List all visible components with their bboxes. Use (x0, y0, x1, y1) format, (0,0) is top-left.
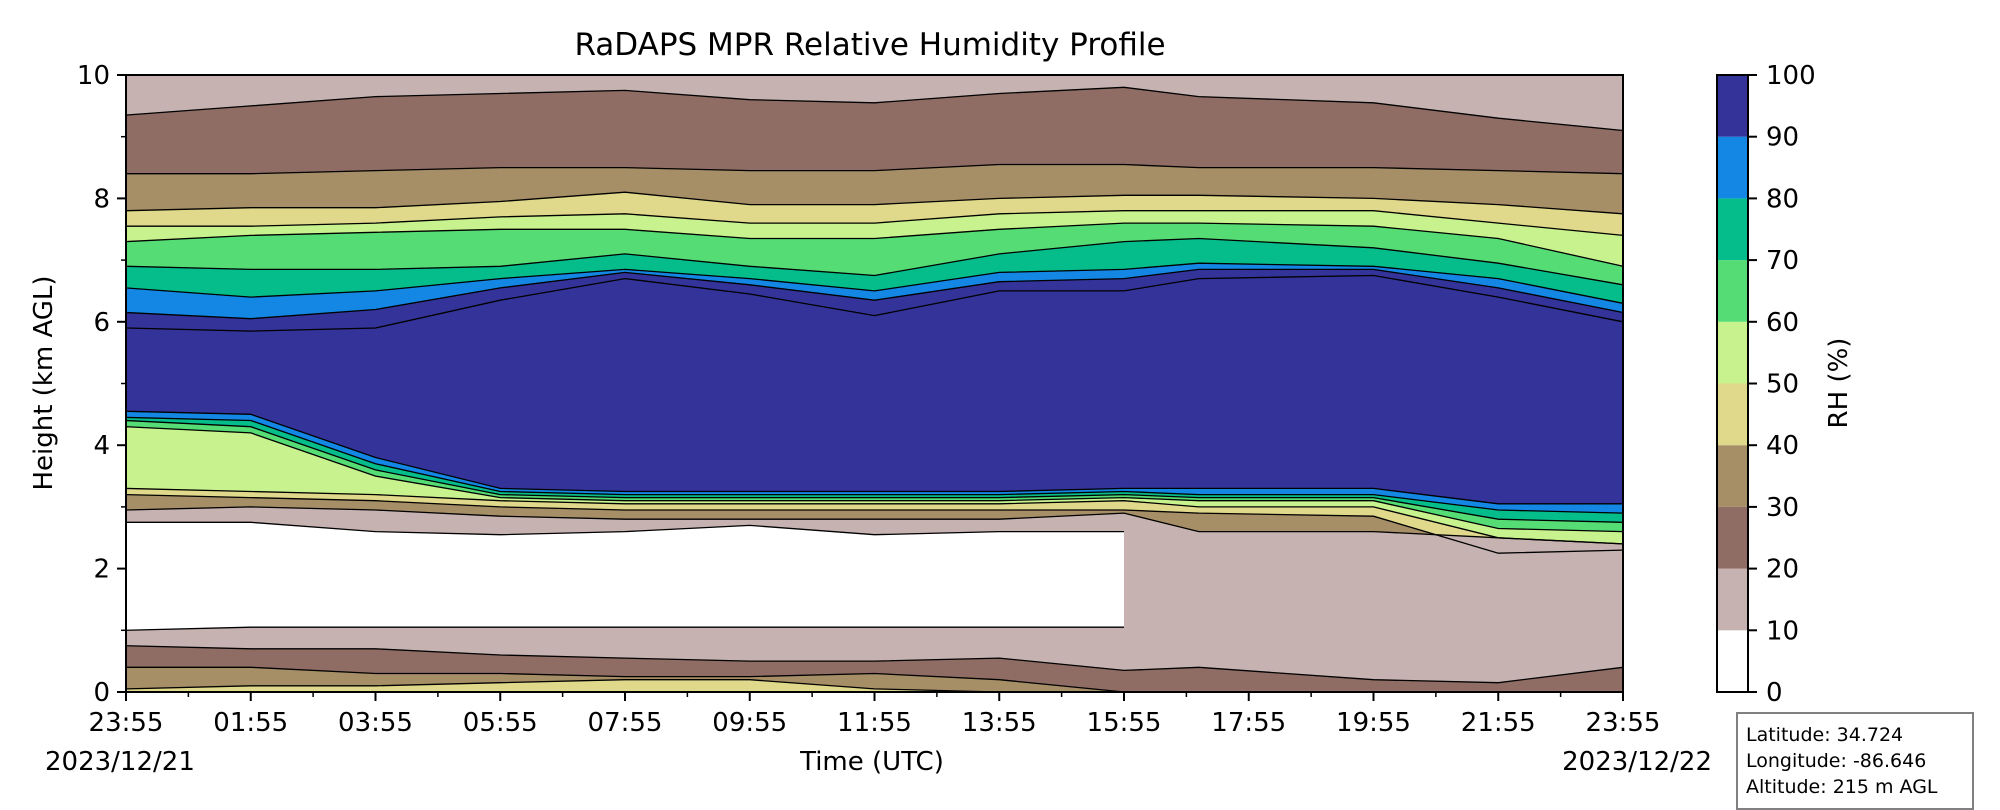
chart-title: RaDAPS MPR Relative Humidity Profile (574, 27, 1165, 63)
rh-band-70-80-upper (126, 238, 1623, 304)
station-info-box: Latitude: 34.724 Longitude: -86.646 Alti… (1736, 712, 1974, 810)
contour-line-b80-upper (125, 410, 1623, 505)
longitude-text: Longitude: -86.646 (1746, 750, 1927, 772)
colorbar-tick-label: 80 (1766, 184, 1799, 214)
y-tick-label: 4 (93, 431, 110, 461)
contour-line-top40-top (125, 191, 1624, 215)
colorbar-segment (1717, 568, 1748, 631)
end-date-label: 2023/12/22 (1562, 747, 1712, 777)
y-tick-label: 0 (93, 678, 110, 708)
colorbar-tick-label: 70 (1766, 246, 1799, 276)
x-tick-label: 07:55 (588, 708, 663, 738)
colorbar-segment (1717, 136, 1748, 199)
colorbar-tick-label: 90 (1766, 123, 1799, 153)
y-tick-label: 10 (77, 61, 110, 91)
colorbar-segment (1717, 506, 1748, 569)
contour-line-b10-upper (126, 521, 1124, 536)
contour-line-b60-upper (125, 419, 1624, 523)
x-tick-label: 23:55 (1586, 708, 1661, 738)
contour-line-top30-top (126, 163, 1624, 175)
colorbar-segment (1717, 198, 1748, 261)
contour-line-top70-top (125, 237, 1624, 286)
start-date-label: 2023/12/21 (45, 747, 195, 777)
rh-band-20-30-upper (126, 87, 1623, 174)
x-tick-label: 19:55 (1336, 708, 1411, 738)
rh-band-80-90-lower (126, 411, 1623, 514)
colorbar-tick-label: 40 (1766, 431, 1799, 461)
contour-line-top80-top (125, 262, 1624, 304)
colorbar-segment (1717, 260, 1748, 322)
x-tick-label: 03:55 (338, 708, 413, 738)
rh-band-70-80-lower (126, 417, 1623, 523)
latitude-text: Latitude: 34.724 (1746, 724, 1904, 746)
x-tick-label: 23:55 (89, 708, 164, 738)
contour-line-b10-lower (125, 626, 1124, 631)
contour-line-b20-upper (125, 506, 1624, 545)
colorbar-segment (1717, 445, 1748, 507)
colorbar-tick-label: 20 (1766, 555, 1799, 585)
x-tick-label: 13:55 (962, 708, 1037, 738)
rh-band-60-70-lower (126, 420, 1623, 532)
contour-line-top50-top (126, 210, 1624, 237)
contour-line-b50-upper (125, 426, 1624, 533)
contour-line-b90-upper (125, 268, 1624, 320)
colorbar-tick-label: 30 (1766, 493, 1799, 523)
rh-band-90-100-core (126, 269, 1623, 504)
contour-line-b90-lower (125, 274, 1624, 332)
colorbar-tick-label: 10 (1766, 616, 1799, 646)
colorbar-segment (1717, 321, 1748, 384)
contour-line-b40-upper (125, 487, 1624, 545)
x-tick-label: 17:55 (1211, 708, 1286, 738)
y-tick-label: 8 (93, 184, 110, 214)
x-axis-label: Time (UTC) (799, 747, 944, 777)
x-tick-label: 15:55 (1087, 708, 1162, 738)
altitude-text: Altitude: 215 m AGL (1746, 776, 1938, 798)
contour-line-top20-top (125, 86, 1624, 132)
rh-band-20-30-surface (126, 645, 1623, 692)
colorbar-tick-label: 60 (1766, 308, 1799, 338)
colorbar-segment (1717, 75, 1748, 137)
colorbar: 0 10 20 30 40 50 60 70 80 90 100 (1716, 61, 1816, 708)
colorbar-tick-label: 50 (1766, 370, 1799, 400)
contour-line-b20-lower (125, 645, 1624, 684)
rh-band-30-40-lower (126, 494, 1623, 554)
x-tick-label: 21:55 (1461, 708, 1536, 738)
y-axis: 0 2 4 6 8 10 (77, 61, 126, 708)
colorbar-tick-label: 100 (1766, 61, 1816, 91)
contour-line-b70-upper (125, 416, 1624, 514)
rh-band-0-10-dry (126, 522, 1124, 631)
x-axis: 23:55 01:55 03:55 05:55 07:55 09:55 11:55 13:55… (89, 692, 1661, 738)
rh-band-40-50-upper (126, 192, 1623, 236)
x-tick-label: 01:55 (213, 708, 288, 738)
plot-area (125, 74, 1624, 693)
colorbar-tick-label: 0 (1766, 678, 1783, 708)
colorbar-segment (1717, 630, 1748, 692)
y-axis-label: Height (km AGL) (29, 275, 59, 490)
x-tick-label: 05:55 (463, 708, 538, 738)
contour-line-top60-top (125, 222, 1624, 267)
rh-band-60-70-upper (126, 223, 1623, 285)
colorbar-label: RH (%) (1824, 338, 1854, 429)
x-tick-label: 09:55 (712, 708, 787, 738)
x-tick-label: 11:55 (837, 708, 912, 738)
colorbar-segment (1717, 383, 1748, 446)
y-tick-label: 6 (93, 308, 110, 338)
rh-band-40-50-lower (126, 488, 1623, 554)
contour-line-b30-upper (125, 493, 1624, 554)
y-tick-label: 2 (93, 555, 110, 585)
